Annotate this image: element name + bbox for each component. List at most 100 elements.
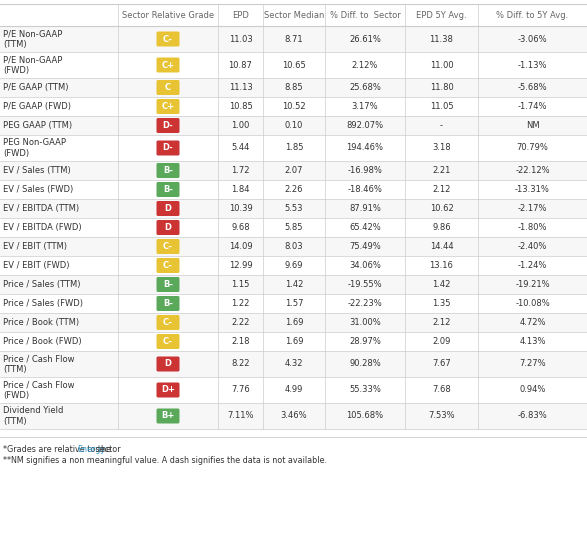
Text: 2.26: 2.26	[285, 185, 303, 194]
Text: 10.87: 10.87	[228, 61, 252, 69]
Text: 31.00%: 31.00%	[349, 318, 381, 327]
Text: C-: C-	[163, 242, 173, 251]
Text: PEG Non-GAAP
(FWD): PEG Non-GAAP (FWD)	[3, 139, 66, 158]
Text: B-: B-	[163, 280, 173, 289]
Text: -1.13%: -1.13%	[518, 61, 547, 69]
Bar	[0, 377, 587, 403]
Text: 1.72: 1.72	[231, 166, 249, 175]
Text: -5.68%: -5.68%	[518, 83, 547, 92]
Text: -1.80%: -1.80%	[518, 223, 547, 232]
Text: -22.23%: -22.23%	[348, 299, 382, 308]
Text: 70.79%: 70.79%	[517, 143, 548, 153]
Bar	[0, 135, 587, 161]
Bar	[0, 97, 587, 116]
FancyBboxPatch shape	[157, 80, 180, 95]
Text: 7.53%: 7.53%	[428, 411, 455, 420]
FancyBboxPatch shape	[157, 334, 180, 349]
Text: 7.76: 7.76	[231, 386, 250, 395]
Text: 11.13: 11.13	[228, 83, 252, 92]
Text: 13.16: 13.16	[430, 261, 453, 270]
Text: D-: D-	[163, 121, 173, 130]
Text: B-: B-	[163, 299, 173, 308]
Text: -6.83%: -6.83%	[518, 411, 547, 420]
Text: 5.44: 5.44	[231, 143, 249, 153]
Text: 11.00: 11.00	[430, 61, 453, 69]
Bar	[0, 351, 587, 377]
Text: 28.97%: 28.97%	[349, 337, 381, 346]
Text: 2.12: 2.12	[432, 318, 451, 327]
Text: -2.17%: -2.17%	[518, 204, 547, 213]
Text: 2.07: 2.07	[285, 166, 303, 175]
Text: 1.42: 1.42	[432, 280, 451, 289]
FancyBboxPatch shape	[157, 201, 180, 216]
Text: B+: B+	[161, 411, 175, 420]
Bar	[0, 26, 587, 52]
Text: EV / EBIT (FWD): EV / EBIT (FWD)	[3, 261, 69, 270]
Bar	[0, 294, 587, 313]
Text: -: -	[440, 121, 443, 130]
Bar	[0, 275, 587, 294]
Bar	[0, 199, 587, 218]
Text: D: D	[164, 359, 171, 368]
Text: 65.42%: 65.42%	[349, 223, 381, 232]
Text: C+: C+	[161, 61, 174, 69]
Text: 2.21: 2.21	[432, 166, 451, 175]
Bar	[0, 180, 587, 199]
Text: Sector Relative Grade: Sector Relative Grade	[122, 11, 214, 19]
FancyBboxPatch shape	[157, 382, 180, 397]
Text: -1.24%: -1.24%	[518, 261, 547, 270]
Text: 2.09: 2.09	[432, 337, 451, 346]
Text: 7.68: 7.68	[432, 386, 451, 395]
Text: 0.10: 0.10	[285, 121, 303, 130]
Text: -10.08%: -10.08%	[515, 299, 550, 308]
Bar	[0, 78, 587, 97]
Text: -1.74%: -1.74%	[518, 102, 547, 111]
Text: PEG GAAP (TTM): PEG GAAP (TTM)	[3, 121, 72, 130]
Text: 10.52: 10.52	[282, 102, 306, 111]
Text: 7.11%: 7.11%	[227, 411, 254, 420]
Text: 55.33%: 55.33%	[349, 386, 381, 395]
Text: -13.31%: -13.31%	[515, 185, 550, 194]
Text: 3.18: 3.18	[432, 143, 451, 153]
Text: 11.38: 11.38	[430, 34, 453, 43]
Text: -19.21%: -19.21%	[515, 280, 550, 289]
FancyBboxPatch shape	[157, 409, 180, 424]
Text: 90.28%: 90.28%	[349, 359, 381, 368]
Text: 9.86: 9.86	[432, 223, 451, 232]
Bar	[0, 332, 587, 351]
Text: 14.09: 14.09	[229, 242, 252, 251]
Text: 194.46%: 194.46%	[346, 143, 383, 153]
Text: C+: C+	[161, 102, 174, 111]
Text: 87.91%: 87.91%	[349, 204, 381, 213]
Text: 4.32: 4.32	[285, 359, 303, 368]
FancyBboxPatch shape	[157, 141, 180, 156]
Text: 4.72%: 4.72%	[519, 318, 546, 327]
FancyBboxPatch shape	[157, 296, 180, 311]
Text: 8.71: 8.71	[285, 34, 303, 43]
Text: 9.68: 9.68	[231, 223, 250, 232]
Text: P/E Non-GAAP
(FWD): P/E Non-GAAP (FWD)	[3, 55, 62, 75]
Text: NM: NM	[526, 121, 539, 130]
FancyBboxPatch shape	[157, 220, 180, 235]
Text: 4.13%: 4.13%	[519, 337, 546, 346]
FancyBboxPatch shape	[157, 99, 180, 114]
Text: 7.67: 7.67	[432, 359, 451, 368]
Text: 25.68%: 25.68%	[349, 83, 381, 92]
Bar	[0, 237, 587, 256]
Text: Dividend Yield
(TTM): Dividend Yield (TTM)	[3, 407, 63, 426]
Text: EV / Sales (FWD): EV / Sales (FWD)	[3, 185, 73, 194]
Text: B-: B-	[163, 185, 173, 194]
FancyBboxPatch shape	[157, 315, 180, 330]
Text: C: C	[165, 83, 171, 92]
Text: 1.35: 1.35	[432, 299, 451, 308]
Text: Energy: Energy	[77, 445, 105, 454]
FancyBboxPatch shape	[157, 118, 180, 133]
Text: 10.65: 10.65	[282, 61, 306, 69]
Text: EV / Sales (TTM): EV / Sales (TTM)	[3, 166, 71, 175]
Text: EPD: EPD	[232, 11, 249, 19]
Bar	[0, 256, 587, 275]
Text: D+: D+	[161, 386, 175, 395]
Text: % Diff. to  Sector: % Diff. to Sector	[330, 11, 400, 19]
Text: 11.03: 11.03	[228, 34, 252, 43]
Text: -16.98%: -16.98%	[348, 166, 383, 175]
